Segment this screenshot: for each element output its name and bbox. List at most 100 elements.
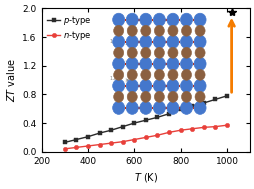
Circle shape xyxy=(181,47,191,58)
Circle shape xyxy=(113,47,123,58)
Line: $p$-type: $p$-type xyxy=(62,94,228,145)
$n$-type xyxy=(190,128,193,130)
Circle shape xyxy=(181,91,191,102)
X-axis label: $T$ (K): $T$ (K) xyxy=(133,171,157,184)
Circle shape xyxy=(193,101,205,114)
Circle shape xyxy=(140,25,150,36)
Circle shape xyxy=(193,57,205,70)
Circle shape xyxy=(139,35,151,48)
Circle shape xyxy=(140,91,150,102)
Circle shape xyxy=(193,79,205,92)
$n$-type xyxy=(201,126,204,129)
Circle shape xyxy=(127,69,137,80)
$n$-type xyxy=(75,146,78,149)
$n$-type xyxy=(155,134,158,136)
Text: H: H xyxy=(116,59,128,65)
Circle shape xyxy=(140,69,150,80)
Circle shape xyxy=(193,13,205,26)
$p$-type xyxy=(167,113,170,115)
Circle shape xyxy=(126,35,138,48)
Circle shape xyxy=(153,57,165,70)
Circle shape xyxy=(167,47,177,58)
Circle shape xyxy=(180,35,192,48)
Circle shape xyxy=(154,47,164,58)
Circle shape xyxy=(166,35,178,48)
Circle shape xyxy=(166,101,178,114)
Circle shape xyxy=(166,13,178,26)
Circle shape xyxy=(139,79,151,92)
Circle shape xyxy=(153,13,165,26)
Circle shape xyxy=(126,79,138,92)
Circle shape xyxy=(153,79,165,92)
$n$-type xyxy=(144,136,147,139)
Circle shape xyxy=(180,101,192,114)
Legend: $p$-type, $n$-type: $p$-type, $n$-type xyxy=(46,12,93,43)
Circle shape xyxy=(154,91,164,102)
$n$-type xyxy=(86,145,89,147)
Circle shape xyxy=(127,25,137,36)
Circle shape xyxy=(180,79,192,92)
$p$-type xyxy=(121,125,124,128)
Circle shape xyxy=(126,101,138,114)
Circle shape xyxy=(112,79,124,92)
$n$-type xyxy=(121,141,124,143)
Circle shape xyxy=(153,101,165,114)
$n$-type xyxy=(109,142,112,144)
$p$-type xyxy=(190,105,193,107)
Text: $^{14}$C: $^{14}$C xyxy=(108,38,128,49)
$n$-type xyxy=(225,124,228,126)
$n$-type xyxy=(98,143,101,146)
Circle shape xyxy=(154,25,164,36)
Circle shape xyxy=(167,91,177,102)
Circle shape xyxy=(194,25,204,36)
Circle shape xyxy=(139,13,151,26)
$p$-type xyxy=(225,95,228,97)
Circle shape xyxy=(113,25,123,36)
Circle shape xyxy=(167,25,177,36)
Circle shape xyxy=(112,35,124,48)
Circle shape xyxy=(193,35,205,48)
Circle shape xyxy=(112,101,124,114)
Y-axis label: $ZT$ value: $ZT$ value xyxy=(5,58,17,102)
Circle shape xyxy=(154,69,164,80)
Circle shape xyxy=(126,57,138,70)
$p$-type xyxy=(178,108,181,111)
Circle shape xyxy=(127,47,137,58)
Circle shape xyxy=(180,57,192,70)
$n$-type xyxy=(213,125,216,128)
Circle shape xyxy=(194,69,204,80)
Circle shape xyxy=(181,25,191,36)
$n$-type xyxy=(167,131,170,133)
Circle shape xyxy=(167,69,177,80)
$p$-type xyxy=(201,102,204,104)
Circle shape xyxy=(194,91,204,102)
$p$-type xyxy=(109,129,112,131)
Circle shape xyxy=(139,57,151,70)
$p$-type xyxy=(144,119,147,121)
Circle shape xyxy=(166,57,178,70)
$p$-type xyxy=(98,132,101,134)
$p$-type xyxy=(86,136,89,138)
Line: $n$-type: $n$-type xyxy=(62,123,228,151)
Circle shape xyxy=(127,91,137,102)
Circle shape xyxy=(113,91,123,102)
Circle shape xyxy=(113,69,123,80)
Text: $^{12}$C: $^{12}$C xyxy=(108,74,128,86)
Circle shape xyxy=(140,47,150,58)
Circle shape xyxy=(139,101,151,114)
Circle shape xyxy=(194,47,204,58)
Circle shape xyxy=(112,13,124,26)
$n$-type xyxy=(178,129,181,131)
$n$-type xyxy=(132,138,135,141)
$n$-type xyxy=(63,148,66,150)
$p$-type xyxy=(63,141,66,143)
$p$-type xyxy=(132,122,135,124)
Circle shape xyxy=(180,13,192,26)
Circle shape xyxy=(166,79,178,92)
$p$-type xyxy=(75,138,78,141)
Circle shape xyxy=(153,35,165,48)
Circle shape xyxy=(181,69,191,80)
$p$-type xyxy=(155,116,158,119)
$p$-type xyxy=(213,98,216,101)
Circle shape xyxy=(126,13,138,26)
